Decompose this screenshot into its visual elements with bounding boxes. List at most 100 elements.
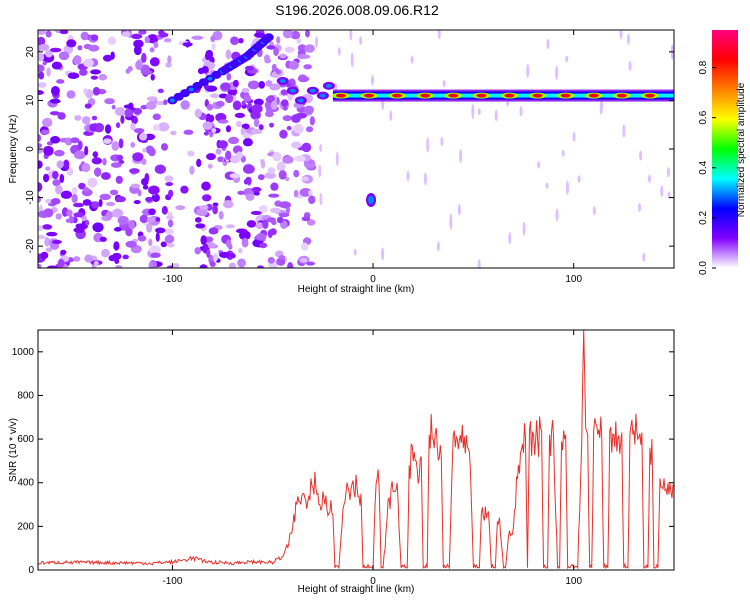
noise-streak xyxy=(319,192,323,206)
noise-streak xyxy=(638,203,642,213)
main-line-peak xyxy=(392,93,403,98)
noise-streak xyxy=(334,82,338,92)
noise-blob xyxy=(149,47,155,53)
noise-blob xyxy=(120,114,125,124)
noise-blob xyxy=(152,124,160,131)
noise-blob xyxy=(43,208,54,218)
noise-blob xyxy=(224,94,234,104)
noise-blob xyxy=(73,212,85,218)
noise-blob xyxy=(153,41,159,49)
noise-blob xyxy=(267,167,276,174)
main-line-peak xyxy=(420,93,431,98)
noise-streak xyxy=(494,109,498,122)
noise-streak xyxy=(627,33,631,45)
main-line-peak xyxy=(532,93,543,98)
noise-blob xyxy=(128,220,136,230)
noise-blob xyxy=(98,198,103,207)
noise-blob xyxy=(286,82,291,88)
noise-blob xyxy=(259,242,268,249)
noise-blob xyxy=(160,241,167,248)
spectrogram-x-ticks: -100 0 100 xyxy=(162,30,582,285)
noise-blob xyxy=(299,187,312,197)
noise-blob xyxy=(45,166,51,171)
y-tick-label: 0 xyxy=(28,565,34,576)
noise-blob xyxy=(189,165,195,175)
noise-blob xyxy=(63,159,70,170)
noise-blob xyxy=(148,238,153,247)
noise-blob xyxy=(142,184,149,190)
noise-blob xyxy=(167,219,174,228)
transition-core xyxy=(297,98,304,103)
noise-blob xyxy=(104,124,112,134)
noise-blob xyxy=(92,151,99,158)
noise-blob xyxy=(102,54,113,62)
noise-streak xyxy=(666,167,670,178)
noise-blob xyxy=(164,175,174,182)
noise-blob xyxy=(293,169,300,178)
y-tick-label: 200 xyxy=(17,521,34,532)
noise-streak xyxy=(622,124,626,138)
noise-blob xyxy=(273,47,279,56)
noise-streak xyxy=(660,185,664,198)
colorbar-tick-label: 0.6 xyxy=(698,110,709,124)
noise-blob xyxy=(187,150,195,157)
noise-blob xyxy=(290,30,301,40)
noise-blob xyxy=(211,42,216,51)
noise-streak xyxy=(423,172,427,186)
noise-blob xyxy=(59,173,65,183)
noise-blob xyxy=(92,86,100,96)
noise-streak xyxy=(619,30,623,40)
noise-blob xyxy=(272,151,282,162)
noise-blob xyxy=(242,138,253,147)
noise-blob xyxy=(113,227,122,232)
noise-blob xyxy=(206,153,216,161)
noise-blob xyxy=(217,156,225,163)
noise-blob xyxy=(215,100,225,107)
noise-blob xyxy=(205,203,213,211)
noise-blob xyxy=(194,217,202,223)
noise-blob xyxy=(276,216,284,224)
noise-blob xyxy=(196,208,208,217)
noise-streak xyxy=(628,60,632,71)
noise-streak xyxy=(389,110,393,122)
noise-blob xyxy=(160,143,169,151)
noise-blob xyxy=(99,236,107,242)
noise-blob xyxy=(270,207,281,214)
noise-blob xyxy=(270,182,279,191)
noise-blob xyxy=(255,222,264,230)
noise-blob xyxy=(56,160,64,169)
noise-blob xyxy=(300,257,308,263)
noise-blob xyxy=(309,116,315,126)
noise-blob xyxy=(133,39,144,48)
noise-blob xyxy=(38,53,45,62)
noise-blob xyxy=(110,162,122,168)
noise-streak xyxy=(471,104,475,120)
noise-blob xyxy=(93,122,105,133)
isolated-blob-core xyxy=(368,196,375,204)
noise-streak xyxy=(459,149,463,164)
noise-streak xyxy=(406,170,410,182)
noise-blob xyxy=(38,90,44,96)
noise-blob xyxy=(150,252,161,258)
noise-blob xyxy=(130,122,136,131)
noise-blob xyxy=(66,39,77,48)
noise-blob xyxy=(109,189,119,196)
noise-blob xyxy=(207,114,215,123)
y-tick-label: 800 xyxy=(17,390,34,401)
noise-blob xyxy=(121,31,131,37)
noise-blob xyxy=(287,262,294,268)
colorbar-tick-label: 0.2 xyxy=(698,211,709,225)
noise-blob xyxy=(52,179,61,187)
noise-blob xyxy=(114,264,123,268)
noise-blob xyxy=(71,193,78,204)
y-tick-label: 400 xyxy=(17,478,34,489)
noise-blob xyxy=(85,219,90,226)
main-line-peak xyxy=(588,93,599,98)
noise-streak xyxy=(566,180,570,196)
noise-blob xyxy=(38,36,46,46)
noise-blob xyxy=(52,170,59,180)
noise-blob xyxy=(196,158,202,168)
colorbar: 0.0 0.2 0.4 0.6 0.8 Normalized spectral ampl… xyxy=(698,30,747,275)
